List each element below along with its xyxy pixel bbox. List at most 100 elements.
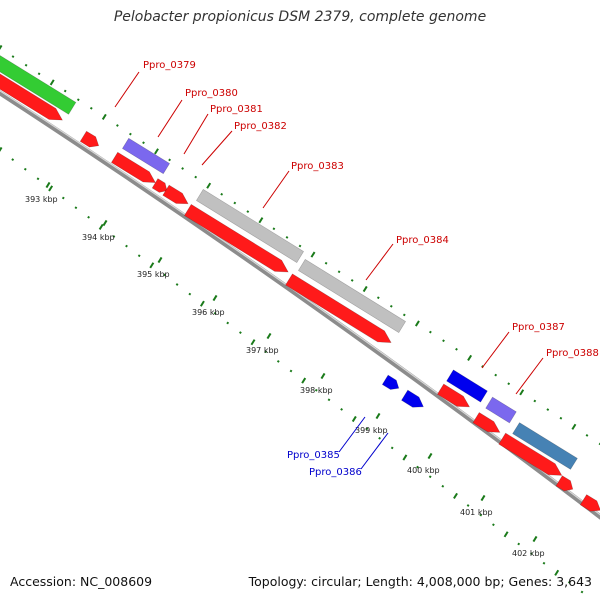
tick-major [453,492,458,499]
cds-arrow-0382 [162,184,189,205]
gene-label-leader [157,99,183,138]
genome-summary-text: Topology: circular; Length: 4,008,000 bp… [248,574,592,589]
tick-minor [175,283,179,286]
cds-arrow-0385 [381,374,400,390]
kbp-tick [532,535,538,543]
tick-minor [559,416,563,420]
tick-minor [61,196,65,200]
tick-minor [416,465,419,469]
accession-text: Accession: NC_008609 [10,574,153,589]
inner-tick-track [0,146,584,594]
feature-bar-0380 [121,137,171,175]
kbp-scale-label: 398 kbp [300,386,333,395]
cds-arrow-0384 [285,273,392,343]
tick-minor [429,330,432,334]
kbp-scale-label: 401 kbp [460,508,493,517]
gene-label: Ppro_0385 [287,450,340,461]
tick-minor [327,398,331,402]
tick-minor [181,167,184,170]
tick-minor [376,296,380,300]
kbp-tick [212,294,218,302]
tick-minor [125,244,128,248]
gene-label-leader [262,170,290,209]
kbp-tick [480,494,486,502]
tick-minor [517,542,521,546]
tick-minor [337,270,341,274]
tick-minor [546,408,550,411]
tick-minor [340,408,343,411]
tick-major [49,79,55,86]
tick-minor [585,434,589,437]
kbp-scale-label: 396 kbp [192,308,225,317]
tick-major [571,423,577,430]
kbp-tick [45,181,51,189]
tick-major [149,262,155,269]
tick-minor [23,167,27,171]
kbp-scale-label: 399 kbp [355,426,388,435]
tick-major [503,531,509,538]
tick-major [199,300,205,307]
tick-minor [389,304,393,308]
tick-minor [226,321,230,325]
gene-label: Ppro_0381 [210,104,263,115]
tick-minor [567,581,571,584]
tick-minor [137,254,141,258]
gene-label-leader [183,113,209,155]
cds-arrow-0380a [79,130,100,148]
kbp-scale-label: 393 kbp [25,195,58,204]
tick-minor [63,89,67,93]
tick-minor [112,235,116,238]
kbp-scale-label: 397 kbp [246,346,279,355]
gene-label-leader [515,357,544,395]
tick-minor [442,339,445,343]
tick-major [101,113,107,120]
tick-minor [142,141,145,145]
tick-major [98,223,104,230]
feature-bar-0383 [195,188,305,264]
tick-minor [441,484,445,488]
tick-minor [220,192,224,196]
tick-major [0,146,3,154]
tick-major [519,389,525,396]
tick-minor [298,244,302,248]
kbp-scale-label: 394 kbp [82,233,115,242]
feature-bar-0388b [512,422,578,470]
tick-major [301,377,307,384]
tick-minor [378,436,381,440]
tick-major [351,415,357,423]
tick-minor [272,227,276,231]
tick-minor [494,373,498,377]
tick-major [467,354,473,361]
tick-minor [492,523,495,527]
gene-label-leader [114,71,140,108]
tick-minor [74,206,78,210]
tick-minor [314,388,318,392]
tick-minor [455,347,458,351]
gene-label-leader [481,331,510,369]
tick-major [250,339,256,346]
cds-arrow-0381 [151,178,168,193]
gene-label: Ppro_0386 [309,467,362,478]
tick-minor [402,313,406,317]
gene-label: Ppro_0384 [396,235,449,246]
tick-minor [89,106,93,110]
tick-major [48,185,54,192]
outer-tick-track [0,44,600,446]
kbp-scale-label: 400 kbp [407,466,440,475]
tick-minor [11,55,15,58]
tick-minor [580,590,584,594]
cds-arrow-0388b [498,432,563,476]
tick-major [414,320,420,327]
tick-major [554,569,560,576]
tick-minor [37,72,41,76]
gene-label: Ppro_0388 [546,348,599,359]
feature-bar-0379 [0,55,77,115]
cds-arrow-0389 [555,475,574,492]
cds-arrow-0388 [472,412,501,433]
kbp-tick [427,452,433,460]
gene-label-leader [201,130,233,166]
gene-label: Ppro_0380 [185,88,238,99]
feature-bar-0387 [446,369,488,403]
kbp-tick [157,256,163,264]
kbp-tick [266,332,272,340]
